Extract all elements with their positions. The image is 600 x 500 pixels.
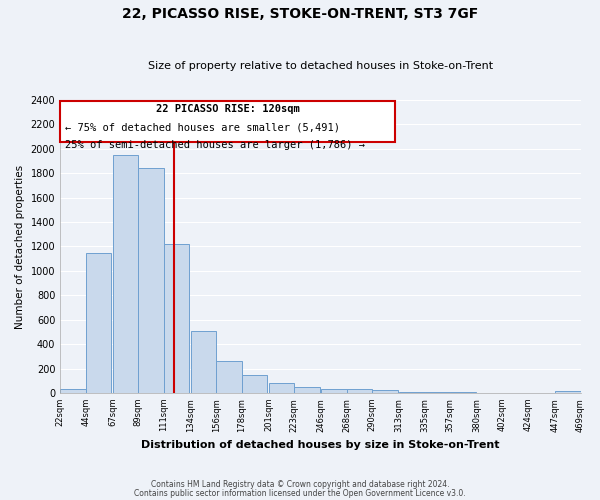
Bar [216,360,242,393]
Bar [372,390,398,393]
X-axis label: Distribution of detached houses by size in Stoke-on-Trent: Distribution of detached houses by size … [141,440,500,450]
Bar [294,387,320,393]
Bar [399,392,425,393]
Text: 25% of semi-detached houses are larger (1,786) →: 25% of semi-detached houses are larger (… [65,140,365,150]
Text: 22, PICASSO RISE, STOKE-ON-TRENT, ST3 7GF: 22, PICASSO RISE, STOKE-ON-TRENT, ST3 7G… [122,8,478,22]
Bar [60,390,86,393]
Bar [138,168,164,393]
Bar [425,392,450,393]
Text: ← 75% of detached houses are smaller (5,491): ← 75% of detached houses are smaller (5,… [65,122,340,132]
Text: 22 PICASSO RISE: 120sqm: 22 PICASSO RISE: 120sqm [156,104,299,114]
Text: Contains HM Land Registry data © Crown copyright and database right 2024.: Contains HM Land Registry data © Crown c… [151,480,449,489]
Bar [113,155,138,393]
Bar [86,252,112,393]
Bar [450,392,476,393]
Bar [242,374,268,393]
FancyBboxPatch shape [60,100,395,142]
Bar [164,244,190,393]
Bar [321,388,347,393]
Bar [347,390,372,393]
Y-axis label: Number of detached properties: Number of detached properties [15,164,25,328]
Bar [191,330,216,393]
Title: Size of property relative to detached houses in Stoke-on-Trent: Size of property relative to detached ho… [148,62,493,72]
Bar [555,391,581,393]
Text: Contains public sector information licensed under the Open Government Licence v3: Contains public sector information licen… [134,488,466,498]
Bar [269,383,294,393]
